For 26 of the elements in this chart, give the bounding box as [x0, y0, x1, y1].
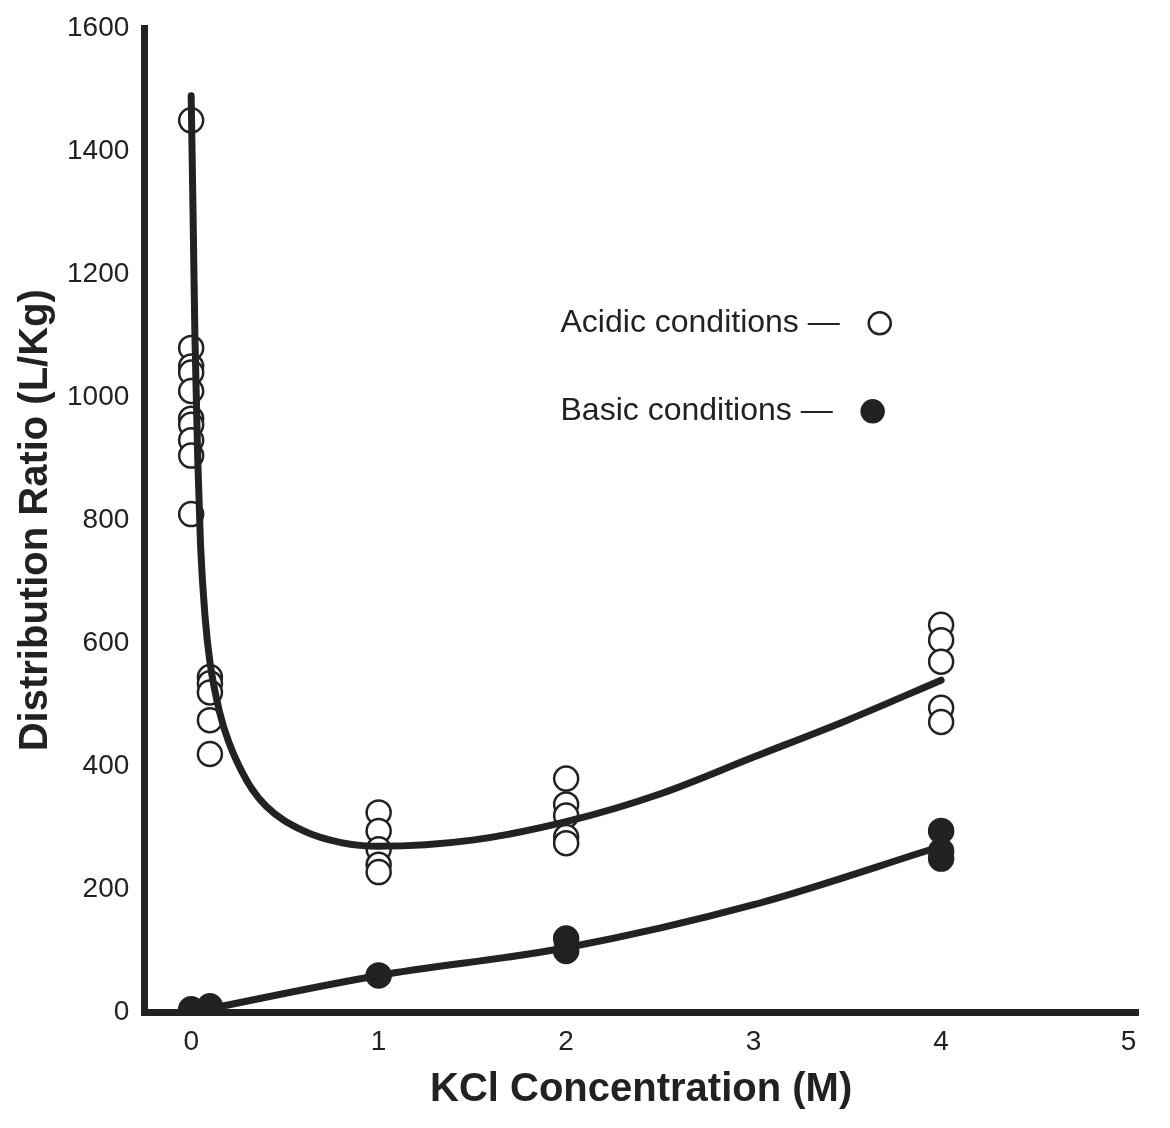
y-tick-label: 0 [113, 995, 130, 1027]
y-axis-title: Distribution Ratio (L/Kg) [11, 289, 56, 752]
x-tick-label: 3 [745, 1024, 762, 1056]
point [927, 648, 955, 675]
point [365, 858, 392, 886]
point [927, 626, 955, 654]
x-tick-label: 2 [558, 1024, 574, 1056]
point [552, 829, 580, 857]
point [196, 740, 224, 768]
legend-label: Acidic conditions — [560, 303, 840, 340]
x-tick-label: 5 [1120, 1024, 1137, 1056]
point [552, 765, 580, 792]
y-tick-label: 1600 [66, 10, 130, 42]
y-tick-label: 800 [82, 502, 130, 534]
y-tick-label: 1200 [66, 256, 130, 288]
y-tick-label: 1000 [66, 379, 130, 411]
x-tick-label: 1 [370, 1024, 387, 1056]
y-tick-label: 400 [82, 749, 130, 781]
x-tick-label: 4 [933, 1024, 949, 1056]
x-axis-title: KCl Concentration (M) [430, 1065, 853, 1110]
legend-label: Basic conditions — [560, 391, 833, 428]
y-tick-label: 600 [82, 625, 130, 657]
x-tick-label: 0 [183, 1024, 199, 1056]
y-tick-label: 200 [82, 872, 130, 904]
point [927, 708, 955, 736]
y-tick-label: 1400 [66, 133, 130, 165]
